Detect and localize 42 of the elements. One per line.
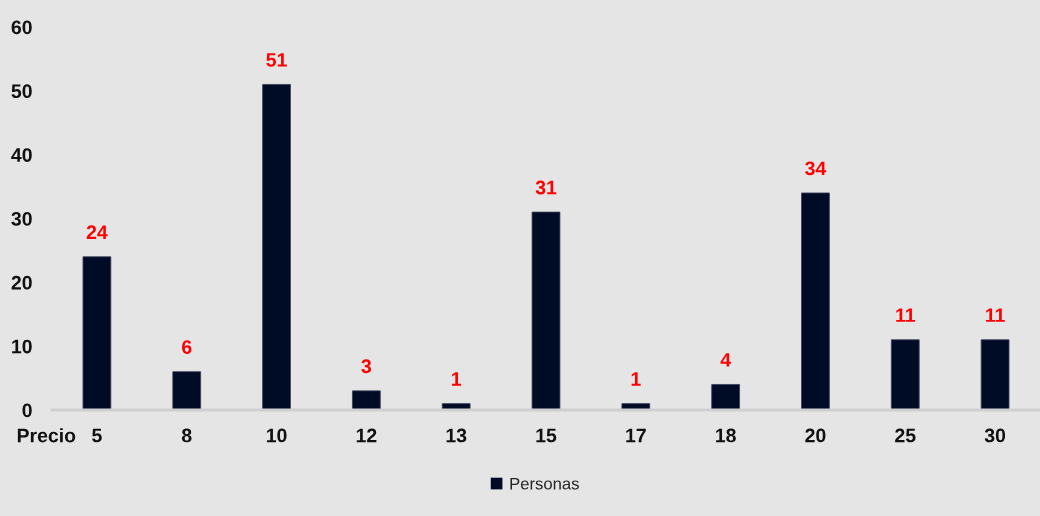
- bar: [531, 211, 561, 410]
- x-tick-label: 17: [626, 428, 646, 443]
- bar: [621, 403, 651, 410]
- y-tick-label: 0: [22, 403, 32, 418]
- bar: [980, 339, 1010, 410]
- data-label: 31: [535, 180, 557, 195]
- bar: [352, 390, 381, 410]
- x-tick-label: 8: [181, 428, 192, 443]
- data-label: 34: [805, 161, 827, 176]
- x-tick-label: 15: [536, 428, 557, 443]
- x-tick-label: 18: [716, 428, 736, 443]
- x-tick-label: 12: [356, 428, 377, 443]
- data-label: 1: [452, 372, 462, 386]
- y-tick-label: 10: [12, 339, 32, 354]
- bar: [441, 403, 471, 410]
- x-axis-title: Precio: [17, 428, 76, 443]
- y-tick-label: 60: [11, 20, 32, 35]
- bar: [801, 192, 830, 410]
- bar: [262, 84, 291, 410]
- y-tick-label: 20: [11, 275, 32, 290]
- data-label: 1: [631, 372, 641, 386]
- bar: [172, 371, 202, 410]
- data-label: 24: [86, 225, 108, 239]
- data-label: 51: [266, 53, 287, 67]
- bar: [711, 384, 740, 410]
- data-label: 11: [896, 308, 916, 322]
- y-tick-label: 40: [11, 148, 32, 162]
- x-tick-label: 13: [446, 428, 467, 443]
- legend-label: Personas: [510, 477, 579, 490]
- data-label: 6: [182, 340, 192, 354]
- data-label: 4: [720, 353, 731, 367]
- x-tick-label: 25: [895, 428, 916, 443]
- bar: [82, 256, 112, 410]
- x-tick-label: 10: [266, 428, 287, 443]
- data-label: 11: [986, 308, 1005, 322]
- y-tick-label: 50: [11, 84, 32, 99]
- bar: [890, 339, 920, 410]
- x-tick-label: 30: [984, 428, 1006, 443]
- data-label: 3: [361, 359, 372, 374]
- x-tick-label: 5: [92, 428, 102, 443]
- y-tick-label: 30: [11, 211, 32, 226]
- x-tick-label: 20: [805, 428, 826, 443]
